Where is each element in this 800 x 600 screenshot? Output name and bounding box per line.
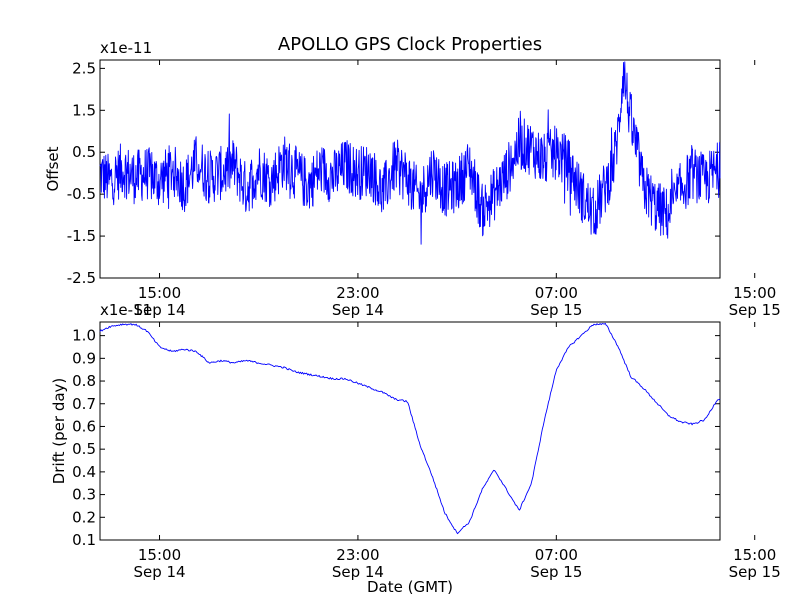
drift-x-tick-label-date: Sep 14 xyxy=(133,563,185,581)
offset-y-ticks: -2.5 -1.5 -0.5 0.5 1.5 2.5 xyxy=(67,59,720,287)
drift-x-tick-label-time: 15:00 xyxy=(733,546,776,564)
offset-x-tick-label-time: 15:00 xyxy=(733,284,776,302)
offset-x-tick-label-date: Sep 15 xyxy=(729,301,781,319)
drift-x-tick-label-time: 23:00 xyxy=(336,546,379,564)
figure-title: APOLLO GPS Clock Properties xyxy=(278,34,542,55)
drift-y-tick-label: 0.8 xyxy=(72,372,96,390)
offset-y-tick-label: 2.5 xyxy=(72,59,96,77)
drift-y-tick-label: 0.4 xyxy=(72,463,96,481)
drift-y-axis-label: Drift (per day) xyxy=(50,378,68,485)
offset-series-group xyxy=(99,61,721,245)
offset-y-tick-label: -0.5 xyxy=(67,185,96,203)
drift-y-tick-label: 0.7 xyxy=(72,395,96,413)
drift-x-tick-label-date: Sep 15 xyxy=(530,563,582,581)
drift-y-tick-label: 1.0 xyxy=(72,327,96,345)
drift-x-tick-label-time: 07:00 xyxy=(535,546,578,564)
drift-y-tick-label: 0.5 xyxy=(72,440,96,458)
offset-x-tick-label-date: Sep 15 xyxy=(530,301,582,319)
offset-x-tick-label-time: 23:00 xyxy=(336,284,379,302)
drift-plot-frame xyxy=(99,321,721,541)
drift-y-ticks: 0.1 0.2 0.3 0.4 0.5 0.6 0.7 0.8 0.9 1.0 xyxy=(72,327,720,549)
drift-x-axis-label: Date (GMT) xyxy=(367,578,453,596)
drift-series-group xyxy=(99,322,721,535)
offset-y-tick-label: 1.5 xyxy=(72,101,96,119)
offset-y-scale-label: x1e-11 xyxy=(100,39,152,57)
drift-x-tick-label-time: 15:00 xyxy=(138,546,181,564)
drift-y-scale-label: x1e-11 xyxy=(100,301,152,319)
drift-plot: x1e-11 Drift (per day) Date (GMT) 0.1 0.2… xyxy=(50,301,781,596)
drift-y-tick-label: 0.1 xyxy=(72,531,96,549)
offset-plot: x1e-11 Offset -2.5 -1.5 -0.5 0.5 1.5 2.5 15:0… xyxy=(44,39,781,319)
drift-y-tick-label: 0.3 xyxy=(72,486,96,504)
offset-x-tick-label-time: 15:00 xyxy=(138,284,181,302)
offset-y-tick-label: 0.5 xyxy=(72,143,96,161)
offset-y-axis-label: Offset xyxy=(44,146,62,191)
offset-y-tick-label: -1.5 xyxy=(67,227,96,245)
drift-x-tick-label-date: Sep 14 xyxy=(332,563,384,581)
offset-y-tick-label: -2.5 xyxy=(67,269,96,287)
drift-y-tick-label: 0.9 xyxy=(72,349,96,367)
drift-series-line xyxy=(99,322,721,535)
offset-x-tick-label-date: Sep 14 xyxy=(332,301,384,319)
offset-x-tick-label-date: Sep 14 xyxy=(133,301,185,319)
drift-x-tick-label-date: Sep 15 xyxy=(729,563,781,581)
offset-series-line xyxy=(99,61,721,245)
offset-x-tick-label-time: 07:00 xyxy=(535,284,578,302)
drift-y-tick-label: 0.2 xyxy=(72,508,96,526)
drift-y-tick-label: 0.6 xyxy=(72,417,96,435)
